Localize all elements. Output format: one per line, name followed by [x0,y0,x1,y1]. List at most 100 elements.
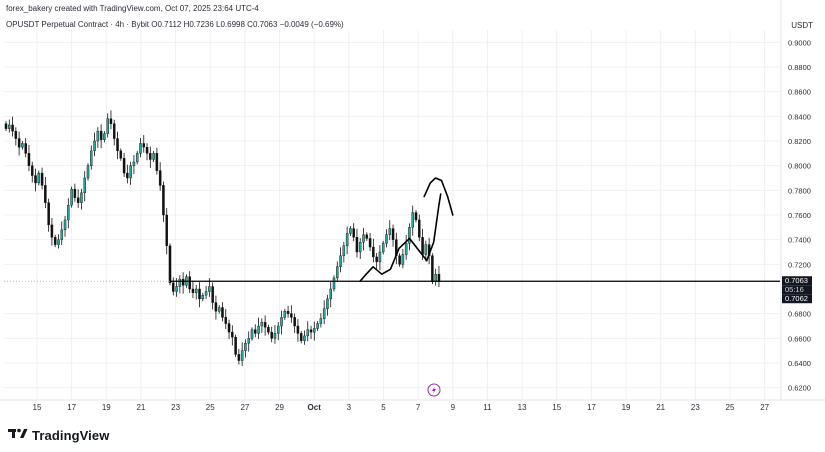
projection-path-drawing [359,193,442,282]
x-tick-label: 21 [656,403,665,412]
candle-down [30,165,34,176]
tradingview-logo-icon [8,426,28,444]
candle-up [67,204,70,221]
last-price-label: 0.7063 [785,276,808,285]
projection-peak-drawing [423,177,454,216]
candle-up [86,165,90,179]
candle-down [211,286,214,303]
tradingview-logo[interactable]: TradingView [8,426,109,444]
candle-up [80,192,83,203]
y-tick-label: 0.7600 [788,211,811,220]
candle-up [70,188,73,206]
candle-up [358,241,362,253]
candle-down [368,238,372,248]
candle-down [391,228,395,240]
candle-up [57,239,60,245]
candle-up [217,307,221,312]
x-tick-label: 23 [691,403,700,412]
x-tick-label: 27 [240,403,249,412]
candle-down [418,219,421,238]
x-tick-label: 17 [67,403,76,412]
lightning-bolt [432,386,436,394]
candle-up [63,219,67,231]
x-tick-label: 27 [760,403,769,412]
candle-down [270,331,273,339]
candle-down [4,123,8,129]
candle-up [204,291,208,296]
x-tick-label: 23 [171,403,180,412]
candle-down [198,288,201,300]
candle-up [8,124,11,129]
candle-up [404,243,408,255]
candle-up [329,288,332,300]
x-tick-label: 15 [552,403,561,412]
candle-up [244,343,247,351]
y-tick-label: 0.6400 [788,359,811,368]
candle-down [155,153,159,171]
candle-up [201,294,205,300]
candle-down [437,274,441,282]
candle-down [214,302,218,312]
candle-down [352,228,355,238]
candle-down [309,329,313,333]
x-tick-label: 25 [206,403,215,412]
candle-up [178,278,182,287]
candle-down [76,197,80,203]
candle-up [276,325,280,334]
candle-down [191,288,195,293]
y-tick-label: 0.8000 [788,162,811,171]
candle-down [221,307,224,318]
y-tick-label: 0.7800 [788,186,811,195]
candle-down [172,282,175,292]
candle-up [313,328,316,333]
candle-up [257,325,260,334]
candle-up [83,177,86,194]
candle-up [332,277,336,290]
candle-down [224,317,228,324]
candle-down [112,123,116,139]
candle-up [93,140,96,152]
candle-up [349,228,352,234]
bar-countdown-label: 05:16 [785,285,804,294]
y-tick-label: 0.6800 [788,310,811,319]
candle-down [286,311,290,314]
candle-down [126,172,129,179]
candle-down [231,331,234,338]
x-tick-label: 21 [136,403,145,412]
candle-down [293,317,296,327]
candle-down [299,333,303,341]
candle-up [135,153,139,163]
symbol-ohlc-legend: OPUSDT Perpetual Contract · 4h · Bybit O… [6,20,344,29]
candle-up [21,143,24,148]
x-tick-label: 19 [622,403,631,412]
last-price-label-box [782,276,812,286]
candle-up [60,229,64,240]
candle-down [17,138,21,148]
y-tick-label: 0.8600 [788,88,811,97]
candle-down [99,130,103,140]
candle-down [290,313,293,318]
candle-up [316,323,319,329]
candle-up [175,286,178,292]
candle-up [280,317,283,327]
candle-down [234,336,237,355]
candle-up [424,244,428,255]
candle-down [44,185,47,203]
y-tick-label: 0.7400 [788,236,811,245]
candle-down [398,255,401,265]
candle-up [322,308,326,319]
x-tick-label: 3 [347,403,352,412]
candle-down [142,143,146,148]
candle-up [194,288,198,293]
candle-up [103,133,106,140]
candle-down [162,185,165,216]
candle-down [188,276,191,290]
x-tick-label: 13 [518,403,527,412]
candle-up [96,130,100,142]
tradingview-wordmark: TradingView [32,427,110,443]
candle-up [152,153,155,160]
candle-up [106,118,109,134]
candle-down [165,214,168,247]
candle-up [385,234,388,244]
